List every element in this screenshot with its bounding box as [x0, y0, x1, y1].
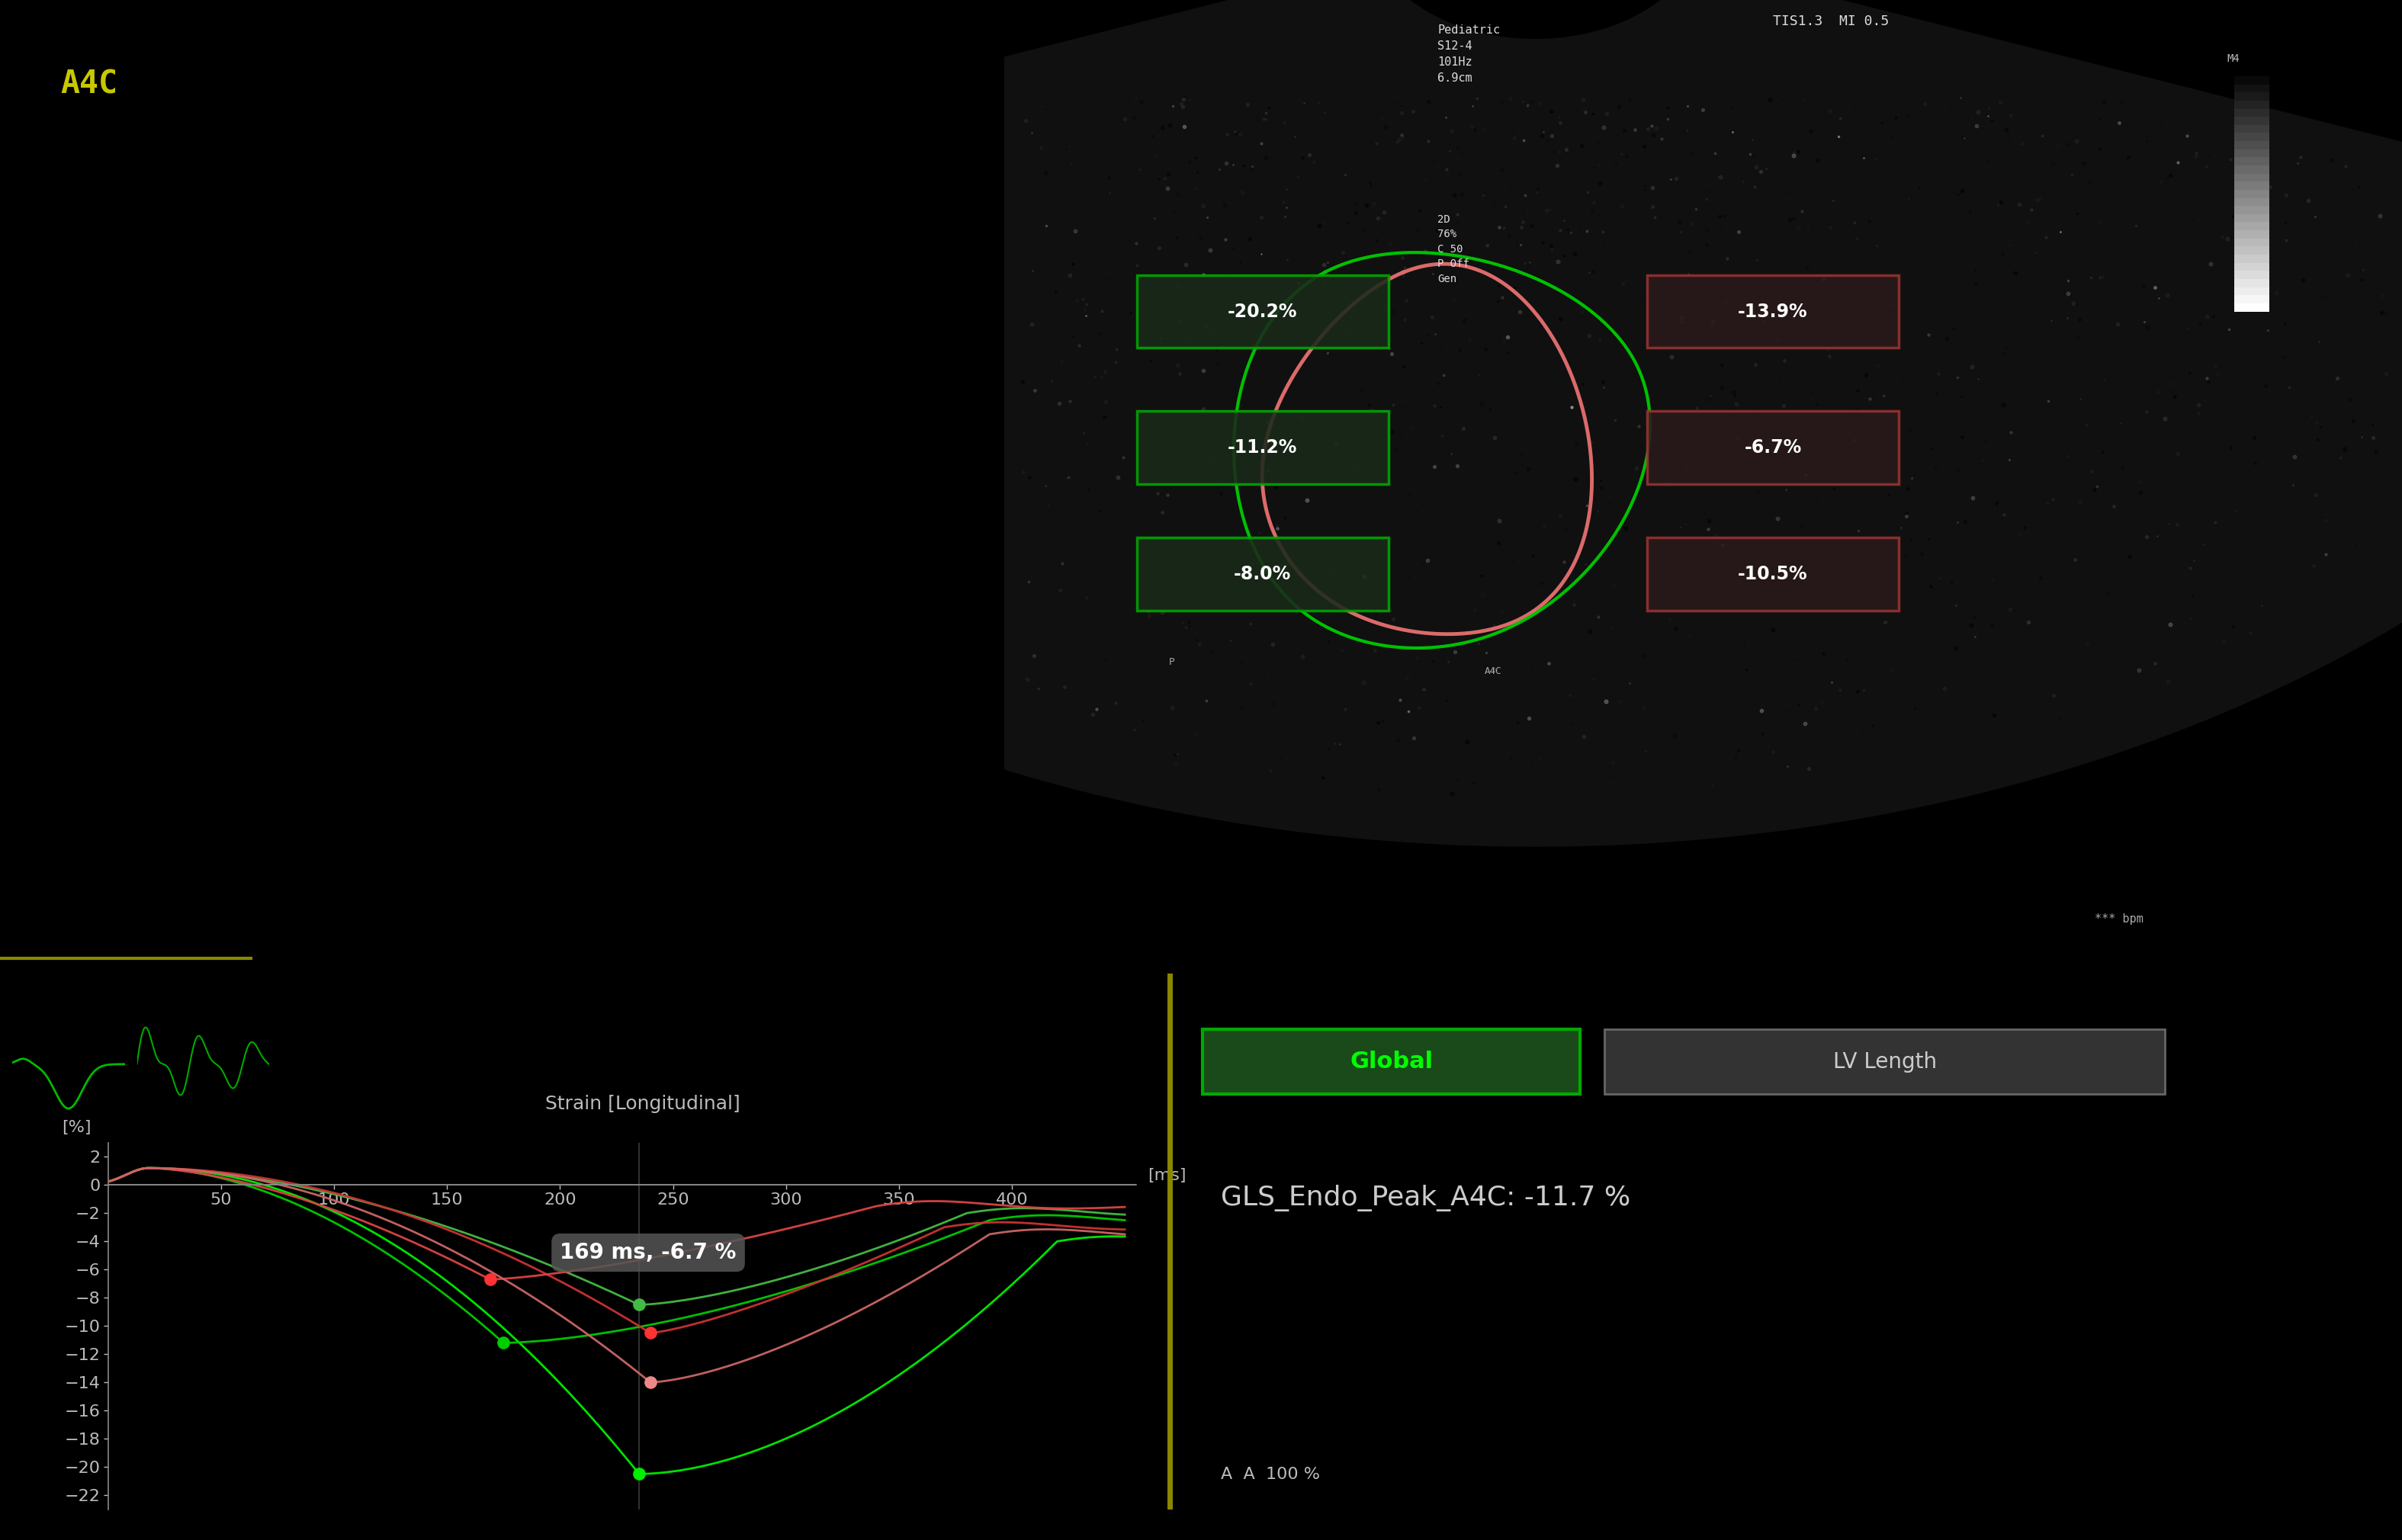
Text: Global: Global [1350, 1050, 1434, 1073]
Text: -8.0%: -8.0% [1235, 565, 1292, 584]
Text: -6.7%: -6.7% [1744, 439, 1802, 457]
Text: 169 ms, -6.7 %: 169 ms, -6.7 % [560, 1241, 737, 1263]
Bar [2234, 117, 2270, 125]
Text: [%]: [%] [62, 1120, 91, 1135]
Text: P: P [1170, 658, 1175, 667]
Bar [2234, 92, 2270, 100]
Text: TIS1.3  MI 0.5: TIS1.3 MI 0.5 [1773, 14, 1888, 28]
Bar [2234, 165, 2270, 174]
Text: -10.5%: -10.5% [1739, 565, 1809, 584]
Bar [2234, 246, 2270, 254]
FancyBboxPatch shape [1648, 411, 1898, 484]
Bar [2234, 68, 2270, 77]
Bar [2234, 100, 2270, 109]
Bar [2234, 174, 2270, 182]
Text: Strain [Longitudinal]: Strain [Longitudinal] [545, 1095, 740, 1113]
Bar [2234, 85, 2270, 92]
Bar [2234, 157, 2270, 165]
FancyBboxPatch shape [1605, 1030, 2164, 1093]
Bar [2234, 182, 2270, 189]
Bar [2234, 286, 2270, 296]
Text: -11.2%: -11.2% [1227, 439, 1297, 457]
Text: A  A  100 %: A A 100 % [1220, 1468, 1321, 1483]
FancyBboxPatch shape [1203, 1030, 1581, 1093]
Bar [2234, 199, 2270, 206]
Text: GLS_Endo_Peak_A4C: -11.7 %: GLS_Endo_Peak_A4C: -11.7 % [1220, 1184, 1631, 1212]
Bar [2234, 125, 2270, 132]
Bar [2234, 206, 2270, 214]
Text: 2D
76%
C 50
P Off
Gen: 2D 76% C 50 P Off Gen [1436, 214, 1470, 285]
Bar [2234, 231, 2270, 239]
FancyBboxPatch shape [1136, 411, 1388, 484]
FancyBboxPatch shape [1136, 276, 1388, 348]
FancyBboxPatch shape [1648, 537, 1898, 611]
Text: A4C: A4C [60, 68, 118, 100]
Polygon shape [288, 0, 2402, 847]
FancyBboxPatch shape [1648, 276, 1898, 348]
Text: -20.2%: -20.2% [1227, 302, 1297, 320]
Bar [2234, 254, 2270, 263]
Bar [2234, 149, 2270, 157]
Bar [2234, 109, 2270, 117]
Text: *** bpm: *** bpm [2095, 913, 2143, 924]
Bar [2234, 214, 2270, 222]
Text: [ms]: [ms] [1148, 1167, 1187, 1183]
Bar [2234, 239, 2270, 246]
Text: LV Length: LV Length [1833, 1050, 1936, 1072]
Bar [2234, 279, 2270, 286]
Bar [2234, 189, 2270, 199]
Bar [2234, 222, 2270, 231]
Bar [2234, 142, 2270, 149]
Text: A4C: A4C [1484, 667, 1501, 676]
Bar [2234, 303, 2270, 311]
Bar [2234, 132, 2270, 142]
Bar [2234, 263, 2270, 271]
Bar [2234, 271, 2270, 279]
Bar [2234, 77, 2270, 85]
Text: M4: M4 [2227, 54, 2241, 65]
FancyBboxPatch shape [1136, 537, 1388, 611]
Text: Pediatric
S12-4
101Hz
6.9cm: Pediatric S12-4 101Hz 6.9cm [1436, 25, 1499, 83]
Bar [2234, 296, 2270, 303]
Text: -13.9%: -13.9% [1739, 302, 1809, 320]
